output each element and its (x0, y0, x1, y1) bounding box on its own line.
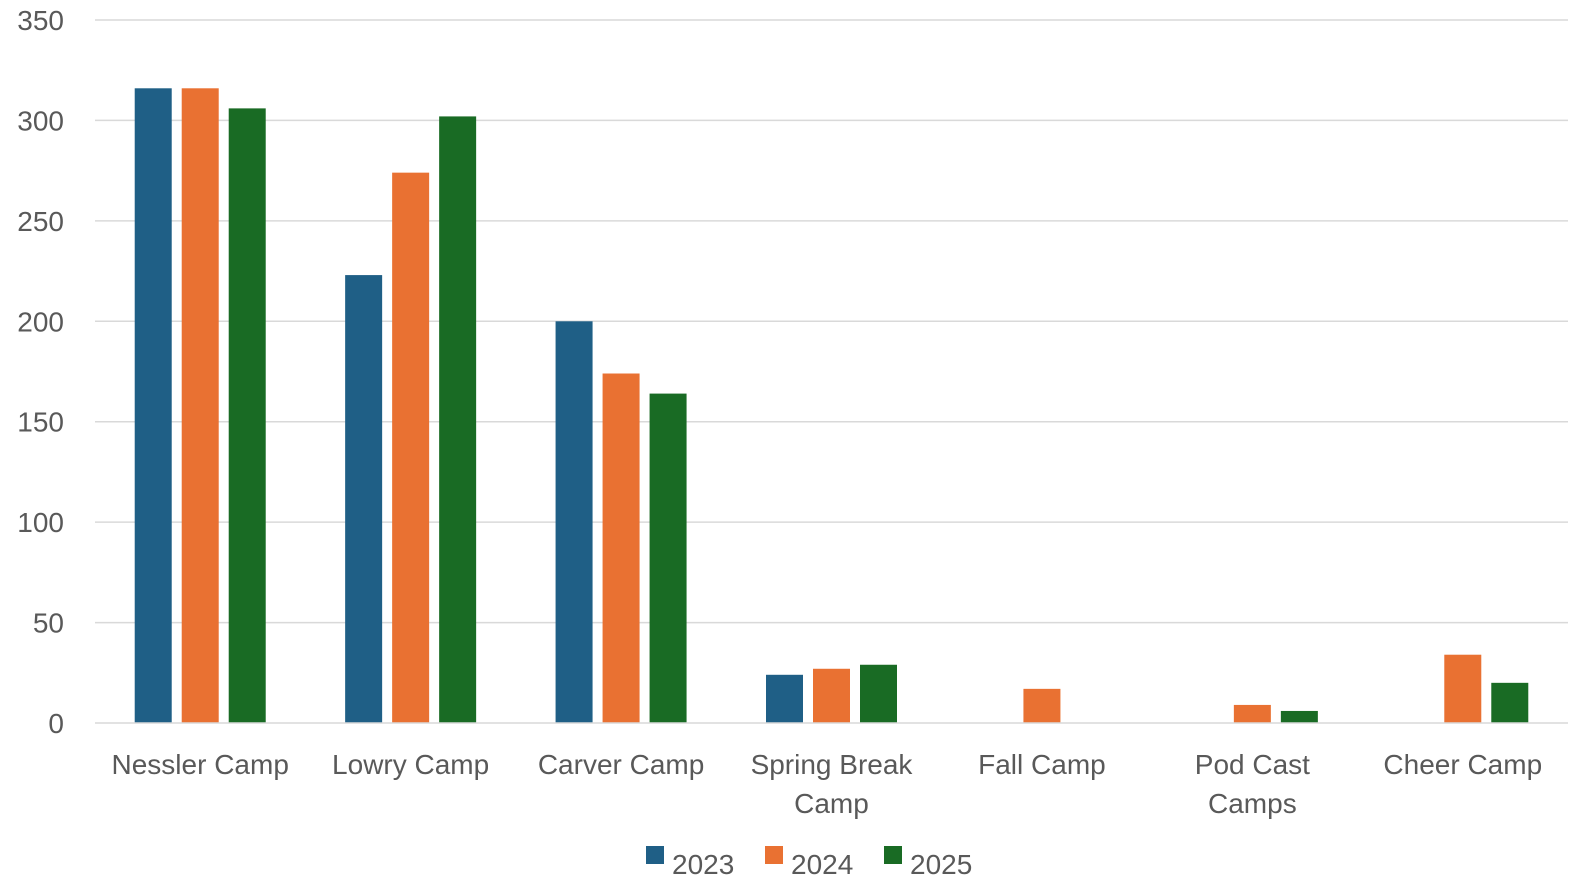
bar-2024-5 (1233, 704, 1271, 723)
bar-2025-1 (439, 116, 477, 723)
y-tick-label: 300 (17, 105, 64, 136)
legend-swatch-2025 (884, 846, 902, 864)
category-label: Cheer Camp (1383, 749, 1542, 780)
category-label-line: Lowry Camp (332, 749, 489, 780)
legend-label-2023: 2023 (672, 849, 734, 880)
category-label-line: Camps (1208, 788, 1297, 819)
category-label: Lowry Camp (332, 749, 489, 780)
bar-2023-3 (766, 674, 803, 723)
category-label-line: Pod Cast (1195, 749, 1310, 780)
bar-2024-4 (1023, 688, 1061, 723)
legend-swatch-2023 (646, 846, 664, 864)
y-tick-label: 0 (48, 708, 64, 739)
bar-2024-3 (813, 668, 850, 723)
bar-2023-1 (345, 275, 383, 723)
bar-2025-2 (649, 393, 687, 723)
bar-2025-3 (860, 664, 897, 723)
category-label: Fall Camp (978, 749, 1106, 780)
bar-2023-2 (555, 321, 593, 723)
bar-2024-0 (181, 88, 219, 723)
y-tick-label: 100 (17, 507, 64, 538)
legend-label-2024: 2024 (791, 849, 853, 880)
category-label: Carver Camp (538, 749, 704, 780)
category-label: Pod Cast Camps (1195, 749, 1310, 819)
category-label-line: Cheer Camp (1383, 749, 1542, 780)
bar-2024-2 (602, 373, 640, 723)
bar-2025-6 (1491, 682, 1529, 723)
y-tick-label: 50 (33, 608, 64, 639)
y-tick-label: 200 (17, 306, 64, 337)
category-label-line: Camp (794, 788, 869, 819)
category-label-line: Nessler Camp (112, 749, 289, 780)
y-tick-label: 350 (17, 5, 64, 36)
bar-2025-5 (1280, 710, 1318, 723)
legend-swatch-2024 (765, 846, 783, 864)
category-label-line: Carver Camp (538, 749, 704, 780)
legend: 2023 2024 2025 (646, 846, 972, 880)
bar-2023-0 (134, 88, 172, 723)
y-tick-label: 250 (17, 206, 64, 237)
bar-2024-6 (1444, 654, 1482, 723)
category-label: Spring Break Camp (751, 749, 914, 819)
bars (134, 88, 1529, 724)
category-label-line: Fall Camp (978, 749, 1106, 780)
y-tick-label: 150 (17, 407, 64, 438)
bar-2025-0 (228, 108, 266, 724)
gridlines (95, 19, 1568, 624)
bar-2024-1 (392, 172, 430, 723)
y-axis-ticks: 0 50 100 150 200 250 300 350 (17, 5, 64, 739)
category-label: Nessler Camp (112, 749, 289, 780)
category-label-line: Spring Break (751, 749, 914, 780)
legend-label-2025: 2025 (910, 849, 972, 880)
x-axis: Nessler Camp Lowry Camp Carver Camp Spring … (95, 722, 1568, 819)
